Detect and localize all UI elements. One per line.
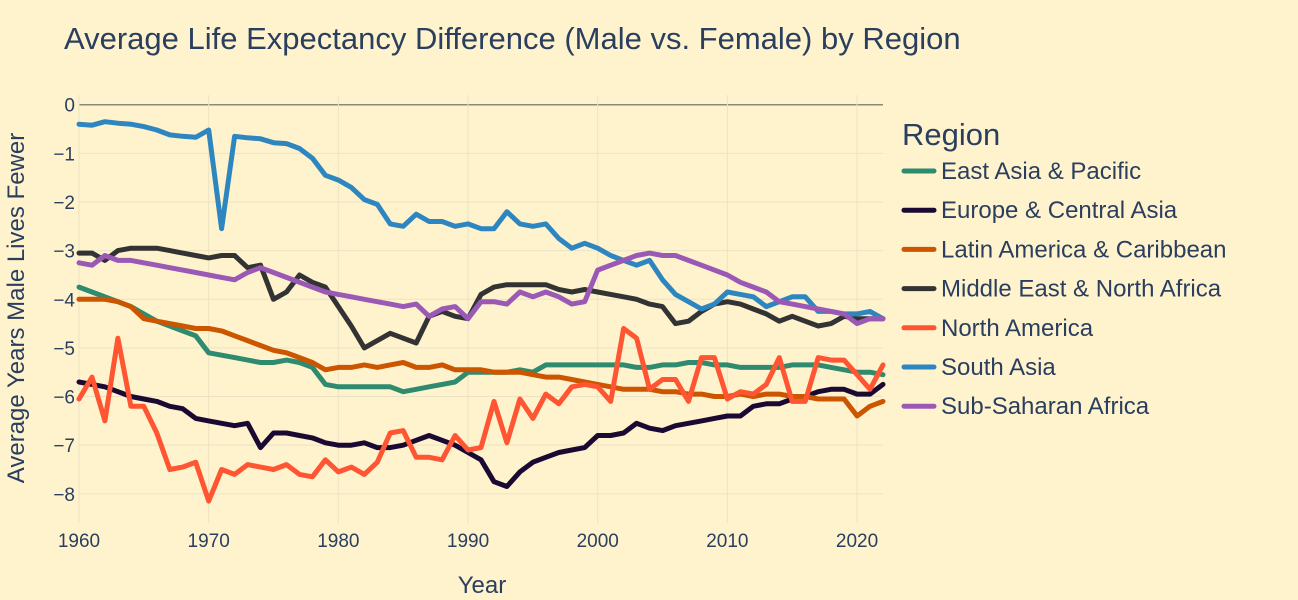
legend-title: Region: [902, 117, 1000, 152]
chart-title: Average Life Expectancy Difference (Male…: [64, 21, 961, 56]
legend-item: Europe & Central Asia: [901, 197, 1178, 224]
y-tick-label: −8: [53, 485, 75, 506]
legend-item: East Asia & Pacific: [901, 158, 1141, 185]
series-line-4: [76, 245, 886, 351]
series-line-2: [76, 379, 886, 489]
legend-label: Latin America & Caribbean: [941, 236, 1227, 263]
series-line-6: [76, 119, 886, 322]
legend-item: North America: [901, 315, 1094, 342]
legend-item: Sub-Saharan Africa: [901, 393, 1150, 420]
y-axis-title: Average Years Male Lives Fewer: [3, 133, 30, 483]
series-line-3: [76, 296, 886, 419]
x-tick-label: 2010: [706, 531, 748, 552]
legend-item: South Asia: [901, 354, 1056, 381]
legend: Region East Asia & Pacific Europe & Centr…: [901, 117, 1227, 420]
x-axis-title: Year: [458, 572, 507, 599]
legend-item: Middle East & North Africa: [901, 276, 1222, 303]
y-tick-label: −1: [53, 144, 75, 165]
x-tick-label: 2020: [836, 531, 878, 552]
y-tick-label: −3: [53, 242, 75, 263]
y-tick-label: 0: [64, 96, 75, 117]
legend-label: South Asia: [941, 354, 1056, 381]
y-tick-label: −7: [53, 436, 75, 457]
legend-label: Sub-Saharan Africa: [941, 393, 1150, 420]
x-tick-label: 2000: [577, 531, 619, 552]
legend-label: Europe & Central Asia: [941, 197, 1178, 224]
y-tick-label: −6: [53, 388, 75, 409]
x-axis-ticks: 1960 1970 1980 1990 2000 2010 2020: [58, 531, 878, 552]
y-tick-label: −2: [53, 193, 75, 214]
plot-area: [76, 95, 886, 523]
y-tick-label: −5: [53, 339, 75, 360]
x-tick-label: 1980: [317, 531, 359, 552]
y-tick-label: −4: [53, 290, 75, 311]
y-axis-ticks: 0 −1 −2 −3 −4 −5 −6 −7 −8: [53, 96, 75, 506]
x-tick-label: 1970: [188, 531, 230, 552]
x-tick-label: 1990: [447, 531, 489, 552]
legend-label: East Asia & Pacific: [941, 158, 1141, 185]
legend-item: Latin America & Caribbean: [901, 236, 1227, 263]
legend-label: Middle East & North Africa: [941, 276, 1222, 303]
legend-items: East Asia & Pacific Europe & Central Asia…: [901, 158, 1227, 420]
series-line-5: [76, 326, 886, 504]
series-lines: [76, 119, 886, 504]
legend-label: North America: [941, 315, 1094, 342]
series-line-7: [76, 250, 886, 327]
x-tick-label: 1960: [58, 531, 100, 552]
